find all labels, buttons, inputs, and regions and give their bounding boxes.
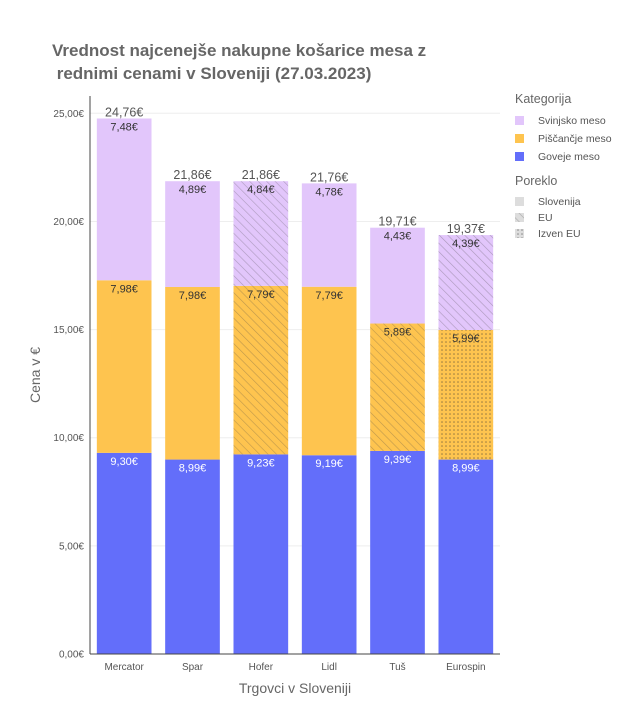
bar-value-label-0-0: 9,30€ xyxy=(110,456,138,468)
total-label-5: 19,37€ xyxy=(447,222,485,236)
gridlines xyxy=(90,112,500,547)
x-tick-label-3: Lidl xyxy=(321,662,337,673)
total-label-0: 24,76€ xyxy=(105,105,143,119)
legend-origin-title: Poreklo xyxy=(515,174,557,188)
bar-pattern-eu-2-2 xyxy=(233,181,289,286)
bar-value-label-3-2: 4,78€ xyxy=(315,186,343,198)
legend-swatch-category-1 xyxy=(515,134,524,143)
legend-category-title: Kategorija xyxy=(515,92,571,106)
bar-lidl-series-1 xyxy=(301,286,357,456)
bar-value-label-2-2: 4,84€ xyxy=(247,184,275,196)
total-label-4: 19,71€ xyxy=(378,215,416,229)
total-label-2: 21,86€ xyxy=(242,168,280,182)
bar-tuš-series-0 xyxy=(370,450,425,654)
legend-label-category-1: Piščančje meso xyxy=(538,133,612,145)
x-tick-label-0: Mercator xyxy=(104,662,144,673)
x-tick-label-2: Hofer xyxy=(249,662,274,673)
bar-value-label-5-0: 8,99€ xyxy=(452,463,480,475)
legend-label-origin-1: EU xyxy=(538,212,553,224)
legend-label-category-2: Goveje meso xyxy=(538,151,600,163)
bar-value-label-0-2: 7,48€ xyxy=(110,121,138,133)
legend-swatch-origin-0 xyxy=(515,197,524,206)
bar-value-label-2-0: 9,23€ xyxy=(247,457,275,469)
bar-value-label-1-0: 8,99€ xyxy=(179,463,207,475)
legend-swatch-category-2 xyxy=(515,152,524,161)
x-axis-title: Trgovci v Sloveniji xyxy=(239,680,351,696)
legend-label-category-0: Svinjsko meso xyxy=(538,115,606,127)
legend-swatch-origin-pattern-2 xyxy=(515,229,524,238)
total-label-3: 21,76€ xyxy=(310,170,348,184)
bar-value-label-3-0: 9,19€ xyxy=(315,458,343,470)
bar-value-label-0-1: 7,98€ xyxy=(110,283,138,295)
legend: Kategorija Poreklo Svinjsko meso Piščančj… xyxy=(515,92,612,240)
bar-labels: 9,30€ 7,98€ 7,48€ 24,76€ 8,99€ 7,98€ 4,89€ 21,8… xyxy=(105,105,485,474)
bar-lidl-series-0 xyxy=(301,455,357,654)
y-tick-label-2: 10,00€ xyxy=(53,433,84,444)
bar-mercator-series-1 xyxy=(96,280,152,453)
bar-pattern-eu-5-2 xyxy=(438,235,494,331)
bar-value-label-4-0: 9,39€ xyxy=(384,454,412,466)
bar-lidl-series-2 xyxy=(301,183,357,287)
y-tick-label-0: 0,00€ xyxy=(59,650,84,661)
bar-hofer-series-0 xyxy=(233,454,289,654)
bar-mercator-series-2 xyxy=(96,118,152,281)
bar-eurospin-series-0 xyxy=(438,459,494,654)
x-tick-label-1: Spar xyxy=(182,662,204,673)
bar-pattern-eu-2-1 xyxy=(233,285,289,455)
y-tick-label-1: 5,00€ xyxy=(59,541,84,552)
chart-title-line-1: Vrednost najcenejše nakupne košarice mes… xyxy=(52,41,426,60)
y-tick-label-4: 20,00€ xyxy=(53,217,84,228)
bars xyxy=(96,118,494,654)
bar-value-label-3-1: 7,79€ xyxy=(315,290,343,302)
axes: 0,00€ 5,00€ 10,00€ 15,00€ 20,00€ 25,00€ Mercat… xyxy=(53,96,500,673)
bar-pattern-izven-eu-5-1 xyxy=(438,330,494,460)
x-tick-label-4: Tuš xyxy=(389,662,405,673)
y-axis-title: Cena v € xyxy=(27,347,43,403)
bar-value-label-1-1: 7,98€ xyxy=(179,290,207,302)
chart-title: Vrednost najcenejše nakupne košarice mes… xyxy=(52,41,426,83)
x-tick-label-5: Eurospin xyxy=(446,662,485,673)
bar-value-label-1-2: 4,89€ xyxy=(179,184,207,196)
bar-mercator-series-0 xyxy=(96,452,152,654)
bar-value-label-5-2: 4,39€ xyxy=(452,238,480,250)
y-tick-label-5: 25,00€ xyxy=(53,109,84,120)
y-tick-label-3: 15,00€ xyxy=(53,325,84,336)
bar-value-label-4-1: 5,89€ xyxy=(384,327,412,339)
chart-title-line-2: rednimi cenami v Sloveniji (27.03.2023) xyxy=(52,64,371,83)
bar-value-label-5-1: 5,99€ xyxy=(452,333,480,345)
legend-label-origin-0: Slovenija xyxy=(538,196,581,208)
total-label-1: 21,86€ xyxy=(173,168,211,182)
bar-value-label-4-2: 4,43€ xyxy=(384,231,412,243)
bar-tuš-series-2 xyxy=(370,227,425,324)
bar-pattern-eu-4-1 xyxy=(370,323,425,451)
bar-spar-series-2 xyxy=(165,181,220,287)
legend-swatch-origin-pattern-1 xyxy=(515,213,524,222)
bar-value-label-2-1: 7,79€ xyxy=(247,289,275,301)
legend-swatch-category-0 xyxy=(515,116,524,125)
bar-spar-series-0 xyxy=(165,459,220,654)
bar-spar-series-1 xyxy=(165,286,220,460)
legend-label-origin-2: Izven EU xyxy=(538,228,581,240)
